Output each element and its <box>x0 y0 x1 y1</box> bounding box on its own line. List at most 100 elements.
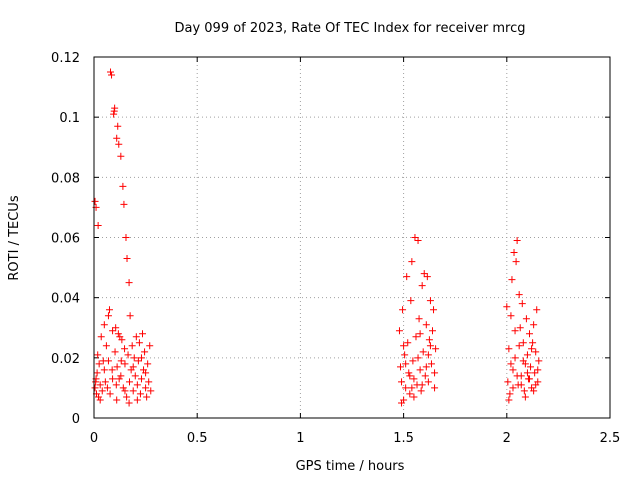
data-point <box>395 327 403 335</box>
data-point <box>125 399 133 407</box>
data-point <box>408 384 416 392</box>
y-tick-label: 0.02 <box>51 352 80 367</box>
data-point <box>128 342 136 350</box>
data-point <box>117 152 125 160</box>
data-point <box>416 366 424 374</box>
data-point <box>530 387 538 395</box>
data-point <box>403 273 411 281</box>
data-point <box>517 381 525 389</box>
data-point <box>400 342 408 350</box>
y-tick-label: 0.04 <box>51 292 80 307</box>
data-point <box>505 396 513 404</box>
x-tick-label: 1 <box>296 431 304 446</box>
data-point <box>422 363 430 371</box>
data-point <box>522 315 530 323</box>
data-point <box>109 375 117 383</box>
data-point <box>118 336 126 344</box>
data-point <box>94 351 102 359</box>
data-point <box>125 279 133 287</box>
data-point <box>119 384 127 392</box>
data-point <box>402 384 410 392</box>
data-point <box>129 387 137 395</box>
data-point <box>519 357 527 365</box>
data-point <box>507 360 515 368</box>
grid-lines <box>94 57 610 418</box>
data-point <box>404 339 412 347</box>
data-point <box>510 249 518 257</box>
data-point <box>512 258 520 266</box>
data-point <box>509 384 517 392</box>
data-point <box>427 360 435 368</box>
data-point <box>119 182 127 190</box>
data-point <box>419 348 427 356</box>
x-tick-label: 2.5 <box>600 431 621 446</box>
data-point <box>428 327 436 335</box>
data-point <box>518 300 526 308</box>
data-point <box>532 381 540 389</box>
data-point <box>411 234 419 241</box>
data-point <box>511 327 519 335</box>
data-point <box>533 306 541 314</box>
data-point <box>402 360 410 368</box>
data-point <box>528 345 536 353</box>
data-point <box>91 197 99 205</box>
data-point <box>102 342 110 350</box>
data-point <box>430 306 438 314</box>
data-point <box>142 369 150 377</box>
data-point <box>141 348 149 356</box>
data-point <box>506 390 514 398</box>
data-point <box>399 306 407 314</box>
data-point <box>426 342 434 350</box>
data-point <box>398 399 406 407</box>
data-point <box>424 378 432 386</box>
data-point <box>519 339 527 347</box>
data-point <box>124 351 132 359</box>
data-point <box>513 372 521 380</box>
x-tick-label: 2 <box>503 431 511 446</box>
data-point <box>104 357 112 365</box>
data-point <box>103 384 111 392</box>
data-point <box>134 357 142 365</box>
data-point <box>532 348 540 356</box>
data-point <box>107 68 115 76</box>
data-point <box>145 378 153 386</box>
data-point <box>131 372 139 380</box>
data-point <box>96 396 104 404</box>
x-axis-label: GPS time / hours <box>296 459 405 474</box>
data-point <box>526 375 534 383</box>
data-point <box>108 366 116 374</box>
data-point <box>137 354 145 362</box>
data-point <box>529 339 537 347</box>
data-point <box>143 393 151 401</box>
data-point <box>100 366 108 374</box>
data-point <box>416 330 424 338</box>
data-point <box>515 291 523 299</box>
x-tick-label: 1.5 <box>393 431 414 446</box>
data-point <box>513 237 521 245</box>
data-point <box>417 387 425 395</box>
data-point <box>129 363 137 371</box>
data-point <box>397 363 405 371</box>
y-tick-label: 0.08 <box>51 171 80 186</box>
data-point <box>535 357 543 365</box>
data-point <box>121 360 129 368</box>
data-point <box>132 333 140 341</box>
data-point <box>420 270 428 278</box>
data-point <box>526 330 534 338</box>
data-point <box>423 273 431 281</box>
data-point <box>96 381 104 389</box>
data-point <box>409 357 417 365</box>
data-point <box>146 342 154 350</box>
data-point <box>126 312 134 320</box>
data-point <box>121 345 129 353</box>
data-points <box>91 68 543 407</box>
data-point <box>516 324 524 332</box>
data-point <box>405 369 413 377</box>
data-point <box>100 321 108 329</box>
data-point <box>414 354 422 362</box>
data-point <box>133 381 141 389</box>
data-point <box>112 324 120 332</box>
data-point <box>410 393 418 401</box>
data-point <box>111 348 119 356</box>
